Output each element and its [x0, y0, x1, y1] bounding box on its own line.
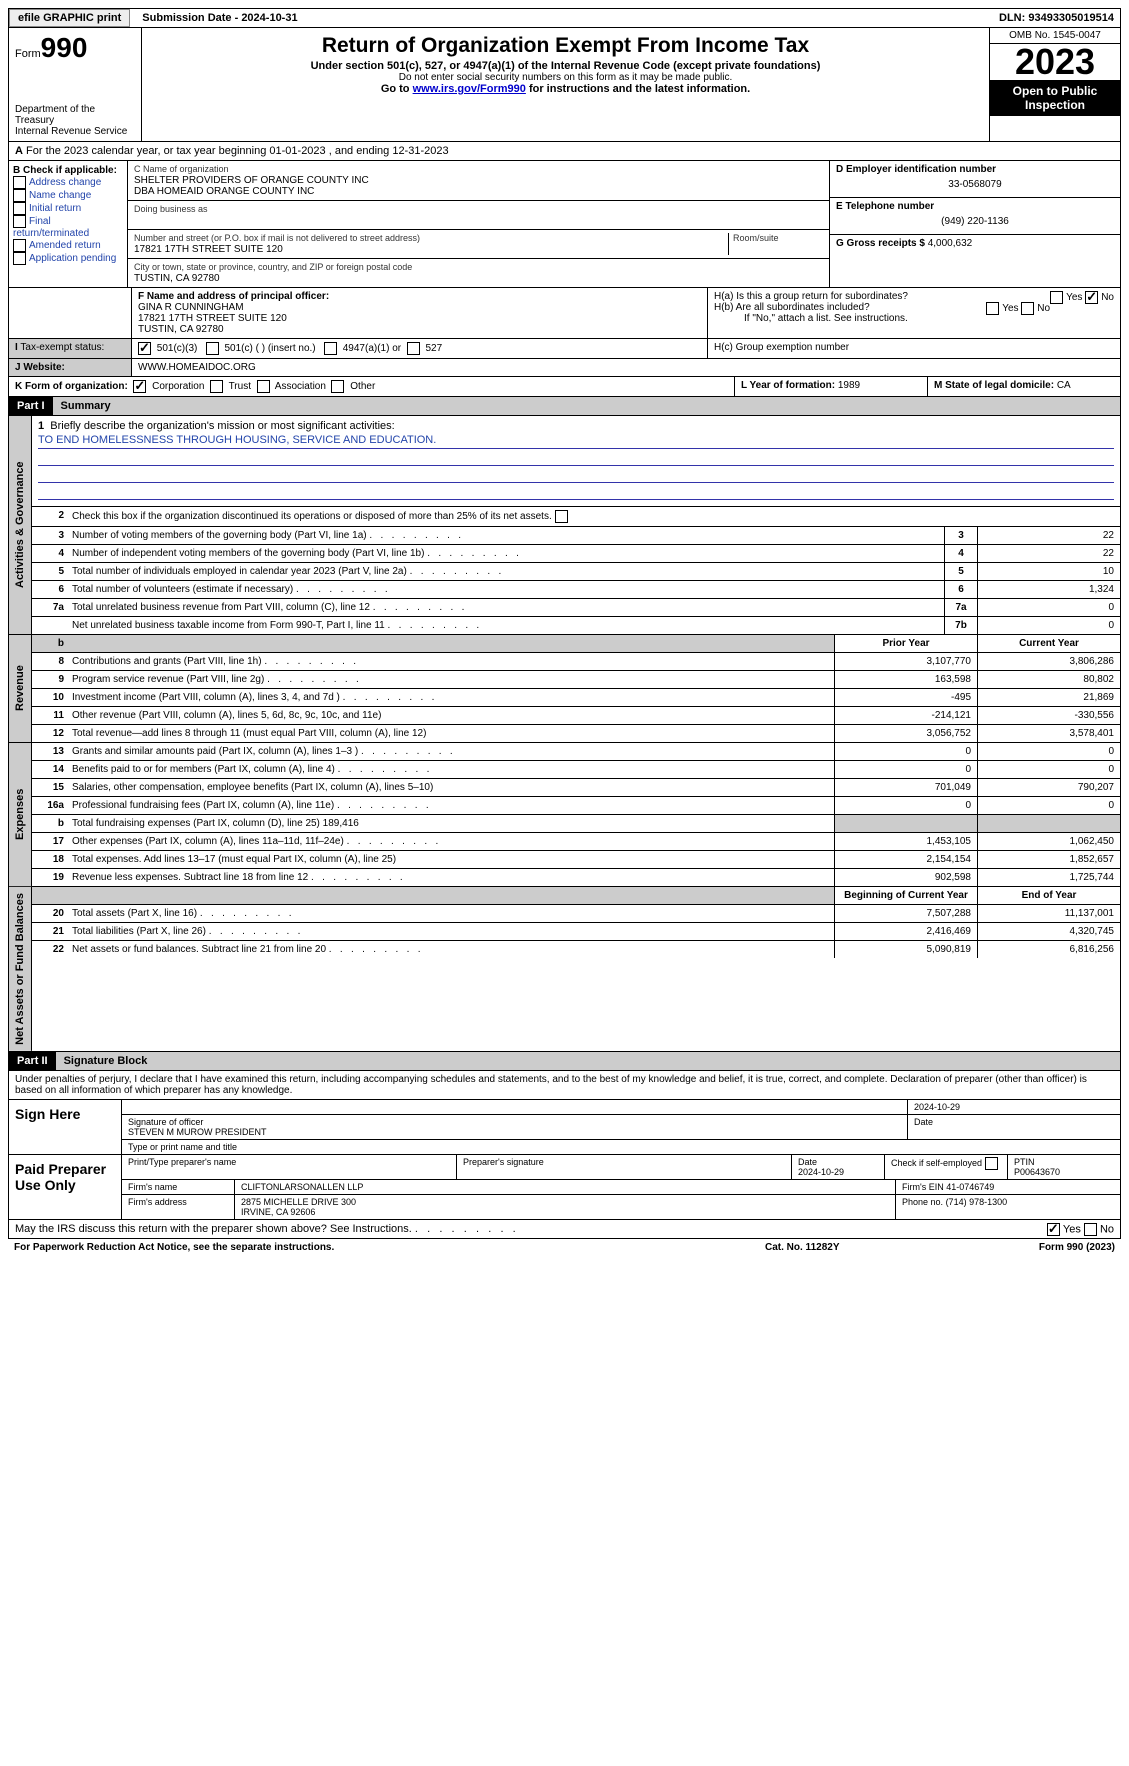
cb-initial-return[interactable] — [13, 202, 26, 215]
page-footer: For Paperwork Reduction Act Notice, see … — [8, 1239, 1121, 1256]
address-cell: Number and street (or P.O. box if mail i… — [128, 230, 829, 259]
cb-corp[interactable] — [133, 380, 146, 393]
discuss-row: May the IRS discuss this return with the… — [8, 1220, 1121, 1239]
cb-501c[interactable] — [206, 342, 219, 355]
cb-trust[interactable] — [210, 380, 223, 393]
form-org-row: K Form of organization: Corporation Trus… — [8, 377, 1121, 397]
line-a: A For the 2023 calendar year, or tax yea… — [8, 142, 1121, 161]
box-b: B Check if applicable: Address change Na… — [9, 161, 128, 287]
dba-cell: Doing business as — [128, 201, 829, 230]
cb-assoc[interactable] — [257, 380, 270, 393]
mission-text: TO END HOMELESSNESS THROUGH HOUSING, SER… — [38, 434, 1114, 449]
cb-ha-no[interactable] — [1085, 291, 1098, 304]
phone-cell: E Telephone number(949) 220-1136 — [830, 198, 1120, 235]
sidelabel-ag: Activities & Governance — [9, 416, 32, 634]
sign-here-label: Sign Here — [9, 1100, 122, 1154]
form-number: Form990 — [15, 32, 135, 64]
form-header: Form990 Department of the Treasury Inter… — [8, 28, 1121, 142]
submission-date: Submission Date - 2024-10-31 — [134, 10, 305, 26]
part2-header: Part IISignature Block — [8, 1052, 1121, 1071]
city-cell: City or town, state or province, country… — [128, 259, 829, 287]
cb-final-return[interactable] — [13, 215, 26, 228]
activities-governance-section: Activities & Governance 1 Briefly descri… — [8, 416, 1121, 635]
cb-amended-return[interactable] — [13, 239, 26, 252]
sidelabel-net: Net Assets or Fund Balances — [9, 887, 32, 1051]
sidelabel-exp: Expenses — [9, 743, 32, 886]
efile-print-button[interactable]: efile GRAPHIC print — [9, 9, 130, 27]
expenses-section: Expenses 13Grants and similar amounts pa… — [8, 743, 1121, 887]
cb-name-change[interactable] — [13, 189, 26, 202]
cb-address-change[interactable] — [13, 176, 26, 189]
cb-501c3[interactable] — [138, 342, 151, 355]
cb-hb-yes[interactable] — [986, 302, 999, 315]
gross-receipts-cell: G Gross receipts $ 4,000,632 — [830, 235, 1120, 252]
cb-discontinued[interactable] — [555, 510, 568, 523]
form-title: Return of Organization Exempt From Incom… — [148, 34, 983, 58]
tax-year: 2023 — [990, 44, 1120, 80]
perjury-statement: Under penalties of perjury, I declare th… — [8, 1071, 1121, 1100]
paid-preparer-label: Paid Preparer Use Only — [9, 1155, 122, 1219]
cb-self-employed[interactable] — [985, 1157, 998, 1170]
tax-exempt-row: I Tax-exempt status: 501(c)(3) 501(c) ( … — [8, 339, 1121, 359]
subtitle-1: Under section 501(c), 527, or 4947(a)(1)… — [148, 60, 983, 72]
subtitle-3: Go to www.irs.gov/Form990 for instructio… — [148, 83, 983, 95]
part1-header: Part ISummary — [8, 397, 1121, 416]
irs-link[interactable]: www.irs.gov/Form990 — [413, 83, 526, 95]
officer-row: F Name and address of principal officer:… — [8, 288, 1121, 339]
sidelabel-rev: Revenue — [9, 635, 32, 742]
irs-label: Internal Revenue Service — [15, 126, 135, 137]
dln: DLN: 93493305019514 — [993, 10, 1120, 26]
org-name-cell: C Name of organizationSHELTER PROVIDERS … — [128, 161, 829, 201]
subtitle-2: Do not enter social security numbers on … — [148, 72, 983, 83]
cb-discuss-yes[interactable] — [1047, 1223, 1060, 1236]
cb-527[interactable] — [407, 342, 420, 355]
signature-block: Sign Here 2024-10-29 Signature of office… — [8, 1100, 1121, 1220]
topbar: efile GRAPHIC print Submission Date - 20… — [8, 8, 1121, 28]
dept-treasury: Department of the Treasury — [15, 104, 135, 126]
public-inspection: Open to Public Inspection — [990, 80, 1120, 116]
net-assets-section: Net Assets or Fund Balances Beginning of… — [8, 887, 1121, 1052]
cb-other[interactable] — [331, 380, 344, 393]
cb-application-pending[interactable] — [13, 252, 26, 265]
ein-cell: D Employer identification number33-05680… — [830, 161, 1120, 198]
entity-grid: B Check if applicable: Address change Na… — [8, 161, 1121, 288]
cb-ha-yes[interactable] — [1050, 291, 1063, 304]
cb-discuss-no[interactable] — [1084, 1223, 1097, 1236]
revenue-section: Revenue bPrior YearCurrent Year 8Contrib… — [8, 635, 1121, 743]
website-row: J Website: WWW.HOMEAIDOC.ORG — [8, 359, 1121, 377]
cb-hb-no[interactable] — [1021, 302, 1034, 315]
cb-4947[interactable] — [324, 342, 337, 355]
